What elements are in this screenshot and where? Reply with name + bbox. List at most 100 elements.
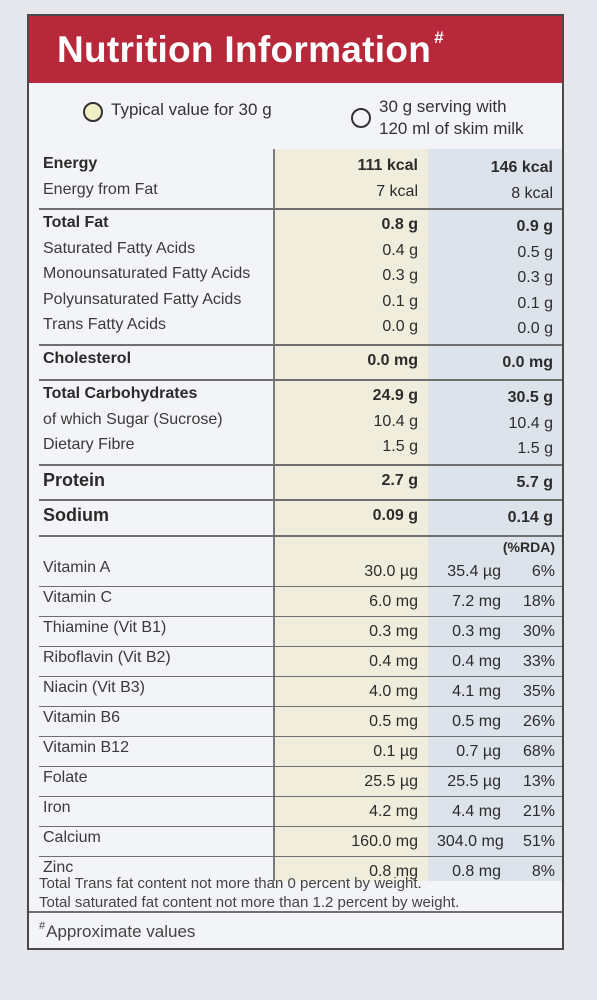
nutrient-label: Energy <box>43 155 98 172</box>
value-per-30g: 0.8 g <box>381 216 418 233</box>
value-with-milk: 25.5 µg <box>447 772 501 790</box>
legend-col-a: Typical value for 30 g <box>83 100 272 122</box>
value-with-milk: 0.7 µg <box>456 742 501 760</box>
rda-percent: 68% <box>522 742 555 760</box>
value-with-milk: 7.2 mg <box>452 592 501 610</box>
approx-text: Approximate values <box>46 922 196 941</box>
value-with-milk: 10.4 g <box>508 414 553 432</box>
approx-mark: # <box>39 920 46 932</box>
rda-percent: 8% <box>531 862 555 880</box>
rda-percent: 18% <box>522 592 555 610</box>
row-divider <box>39 379 562 381</box>
nutrient-label: Polyunsaturated Fatty Acids <box>43 290 242 308</box>
rda-header: (%RDA) <box>502 538 555 555</box>
nutrition-panel: Nutrition Information # Typical value for… <box>27 14 564 950</box>
title-footnote-mark: # <box>434 28 444 47</box>
nutrient-label: of which Sugar (Sucrose) <box>43 410 223 428</box>
vitamin-label: Vitamin B12 <box>43 738 129 756</box>
nutrient-label: Protein <box>43 469 106 490</box>
value-with-milk: 5.7 g <box>516 473 553 491</box>
value-per-30g: 0.0 mg <box>367 351 418 369</box>
value-per-30g: 0.1 µg <box>373 742 418 760</box>
value-per-30g: 30.0 µg <box>364 562 418 580</box>
value-with-milk: 0.5 mg <box>452 712 501 730</box>
row-divider <box>39 615 562 617</box>
row-divider <box>39 705 562 707</box>
row-divider <box>39 795 562 797</box>
vitamin-label: Folate <box>43 768 88 786</box>
radio-icon <box>351 108 371 128</box>
value-with-milk: 4.4 mg <box>452 802 501 820</box>
value-per-30g: 160.0 mg <box>351 832 418 850</box>
row-divider <box>39 825 562 827</box>
value-per-30g: 4.0 mg <box>369 682 418 700</box>
title-banner: Nutrition Information # <box>29 16 562 83</box>
nutrient-label: Energy from Fat <box>43 180 158 198</box>
value-with-milk: 35.4 µg <box>447 562 501 580</box>
vitamin-label: Vitamin A <box>43 558 111 576</box>
rda-percent: 35% <box>522 682 555 700</box>
value-with-milk: 4.1 mg <box>452 682 501 700</box>
row-divider <box>39 499 562 501</box>
rda-percent: 6% <box>531 562 555 580</box>
rda-percent: 21% <box>522 802 555 820</box>
row-divider <box>39 855 562 857</box>
row-divider <box>39 735 562 737</box>
row-divider <box>39 343 562 346</box>
value-per-30g: 10.4 g <box>373 412 418 430</box>
page-title: Nutrition Information <box>57 29 432 70</box>
divider <box>29 911 562 913</box>
nutrient-label: Dietary Fibre <box>43 436 135 453</box>
footnote-trans-fat: Total Trans fat content not more than 0 … <box>39 875 422 892</box>
value-per-30g: 0.4 mg <box>369 652 418 670</box>
value-with-milk: 0.4 mg <box>452 652 501 670</box>
value-per-30g: 0.0 g <box>382 318 418 335</box>
row-divider <box>39 585 562 587</box>
row-divider <box>39 765 562 767</box>
row-divider <box>39 208 562 210</box>
value-with-milk: 0.5 g <box>517 243 553 261</box>
value-per-30g: 0.8 mg <box>369 862 418 880</box>
approx-note: #Approximate values <box>39 920 196 942</box>
rda-percent: 33% <box>522 652 555 670</box>
row-divider <box>39 534 562 537</box>
value-with-milk: 1.5 g <box>517 440 553 457</box>
value-with-milk: 0.0 g <box>517 320 553 337</box>
value-with-milk: 0.8 mg <box>452 862 501 880</box>
nutrient-label: Total Fat <box>43 214 109 231</box>
value-with-milk: 0.1 g <box>517 294 553 312</box>
value-per-30g: 2.7 g <box>381 471 418 489</box>
footnote-saturated-fat: Total saturated fat content not more tha… <box>39 894 460 911</box>
vitamin-label: Zinc <box>43 858 74 876</box>
legend-col-b: 30 g serving with 120 ml of skim milk <box>351 96 524 140</box>
rda-percent: 26% <box>522 712 555 730</box>
nutrition-table: Energy 111 kcal 146 kcal Energy from Fat 7 k… <box>39 149 562 881</box>
vitamin-label: Iron <box>43 798 71 816</box>
rda-percent: 13% <box>522 772 555 790</box>
value-with-milk: 0.14 g <box>507 509 553 526</box>
value-per-30g: 1.5 g <box>382 438 418 455</box>
value-per-30g: 0.4 g <box>382 241 418 259</box>
nutrient-label: Total Carbohydrates <box>43 385 198 402</box>
column-legend: Typical value for 30 g 30 g serving with… <box>29 96 562 156</box>
value-per-30g: 111 kcal <box>357 157 418 174</box>
value-per-30g: 0.3 g <box>382 267 418 284</box>
rda-percent: 51% <box>522 832 555 850</box>
nutrient-label: Monounsaturated Fatty Acids <box>43 265 251 282</box>
value-with-milk: 0.0 mg <box>502 353 553 371</box>
value-per-30g: 6.0 mg <box>369 592 418 610</box>
nutrient-label: Sodium <box>43 505 109 525</box>
legend-col-b-line1: 30 g serving with <box>379 97 507 116</box>
vitamin-label: Vitamin B6 <box>43 708 121 726</box>
value-per-30g: 4.2 mg <box>369 802 418 820</box>
value-per-30g: 24.9 g <box>372 387 418 404</box>
nutrient-label: Saturated Fatty Acids <box>43 239 196 257</box>
value-with-milk: 0.3 g <box>517 269 553 286</box>
radio-icon <box>83 102 103 122</box>
column-b-background <box>428 149 562 881</box>
value-with-milk: 304.0 mg <box>437 832 504 850</box>
value-per-30g: 25.5 µg <box>364 772 418 790</box>
value-with-milk: 30.5 g <box>507 389 553 406</box>
vitamin-label: Calcium <box>43 828 101 846</box>
vitamin-label: Riboflavin (Vit B2) <box>43 648 171 666</box>
